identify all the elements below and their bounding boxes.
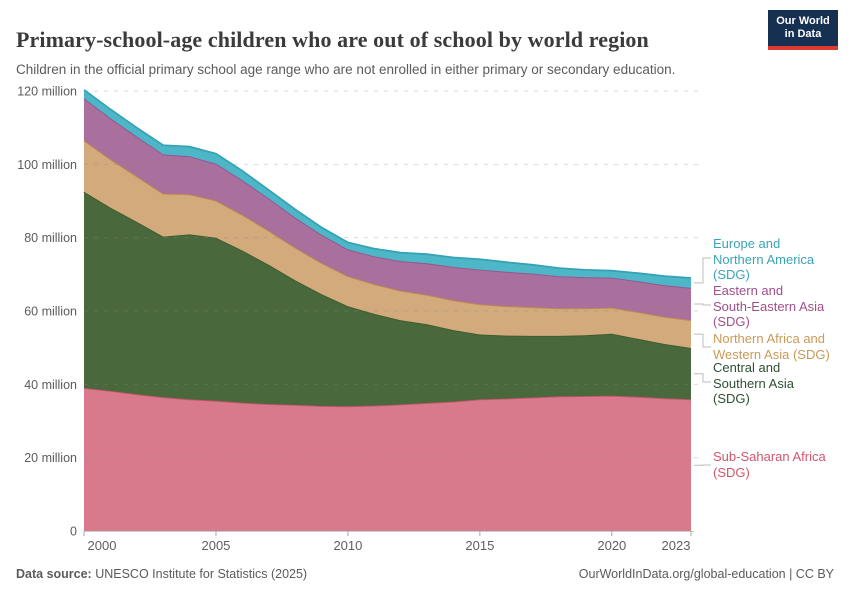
y-tick-label-20: 20 million (24, 451, 77, 465)
page-title: Primary-school-age children who are out … (16, 26, 649, 52)
x-tick-label-2005: 2005 (201, 538, 230, 553)
owid-logo[interactable]: Our World in Data (768, 10, 838, 50)
legend-connector-ena (694, 257, 711, 284)
owid-logo-line2: in Data (784, 28, 822, 40)
data-source[interactable]: Data source: UNESCO Institute for Statis… (16, 567, 307, 581)
page-subtitle: Children in the official primary school … (16, 61, 676, 77)
x-tick-label-2015: 2015 (465, 538, 494, 553)
x-tick-label-2000: 2000 (88, 538, 117, 553)
chart-legend: Europe and Northern America (SDG) Easter… (713, 0, 843, 600)
chart-footer: Data source: UNESCO Institute for Statis… (16, 567, 834, 581)
y-tick-label-80: 80 million (24, 231, 77, 245)
legend-connector-nawa (694, 333, 711, 348)
y-tick-label-120: 120 million (17, 85, 77, 99)
area-ssa[interactable] (84, 388, 691, 531)
legend-connector-csa (694, 373, 711, 383)
owid-link[interactable]: OurWorldInData.org/global-education | CC… (578, 567, 834, 581)
y-tick-label-60: 60 million (24, 305, 77, 319)
legend-item-central-and-southern-asia[interactable]: Central and Southern Asia (SDG) (713, 360, 794, 406)
legend-connector-esea (694, 303, 711, 306)
y-tick-label-0: 0 (70, 525, 77, 539)
owid-logo-line1: Our World (776, 14, 830, 27)
data-source-text: UNESCO Institute for Statistics (2025) (91, 567, 308, 581)
legend-item-europe-and-northern-america[interactable]: Europe and Northern America (SDG) (713, 236, 815, 282)
area-csa[interactable] (84, 191, 691, 407)
x-tick-label-2010: 2010 (333, 538, 362, 553)
y-tick-label-40: 40 million (24, 378, 77, 392)
legend-item-sub-saharan-africa[interactable]: Sub-Saharan Africa (SDG) (713, 449, 826, 480)
area-esea[interactable] (84, 98, 691, 321)
legend-item-eastern-and-south-eastern-asia[interactable]: Eastern and South-Eastern Asia (SDG) (713, 283, 825, 329)
area-nawa[interactable] (84, 140, 691, 349)
x-tick-label-2020: 2020 (597, 538, 626, 553)
y-tick-label-100: 100 million (17, 158, 77, 172)
legend-item-northern-africa-and-western-asia[interactable]: Northern Africa and Western Asia (SDG) (713, 331, 830, 362)
area-top-line-ena (83, 89, 692, 279)
x-tick-label-2023: 2023 (662, 538, 691, 553)
data-source-label: Data source: (16, 567, 92, 581)
